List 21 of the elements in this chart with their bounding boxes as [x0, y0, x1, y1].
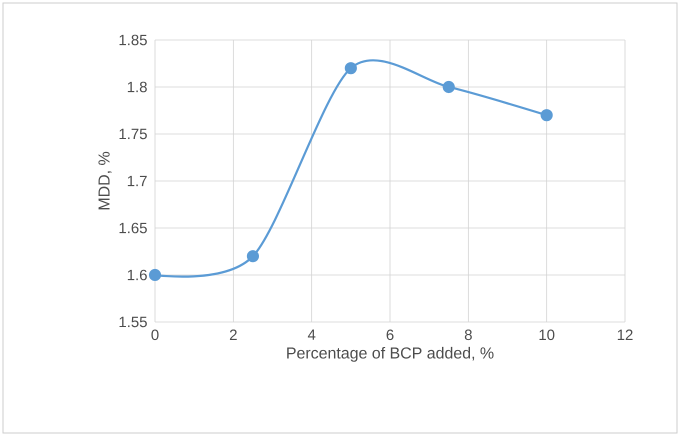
y-tick-label: 1.55 — [120, 316, 147, 328]
y-tick-label: 1.7 — [128, 176, 147, 186]
y-tick-label: 1.85 — [120, 34, 147, 46]
point — [540, 109, 553, 122]
x-axis-title: Percentage of BCP added, % — [287, 346, 494, 362]
y-tick-label: 1.6 — [128, 270, 147, 280]
y-tick-label: 1.65 — [120, 222, 147, 234]
x-tick-label: 10 — [540, 330, 554, 340]
y-tick-label: 1.75 — [120, 128, 147, 140]
x-tick-label: 0 — [151, 330, 159, 340]
x-tick-label: 2 — [230, 330, 237, 340]
x-tick-label: 12 — [618, 330, 633, 340]
x-tick-label: 6 — [386, 330, 394, 340]
y-tick-label: 1.8 — [128, 82, 147, 92]
point — [442, 80, 455, 94]
point — [344, 62, 357, 74]
point — [148, 268, 162, 282]
point — [246, 250, 259, 262]
y-axis-title: MDD, % — [98, 152, 112, 210]
x-tick-label: 4 — [308, 330, 316, 340]
x-tick-label: 8 — [464, 330, 472, 340]
